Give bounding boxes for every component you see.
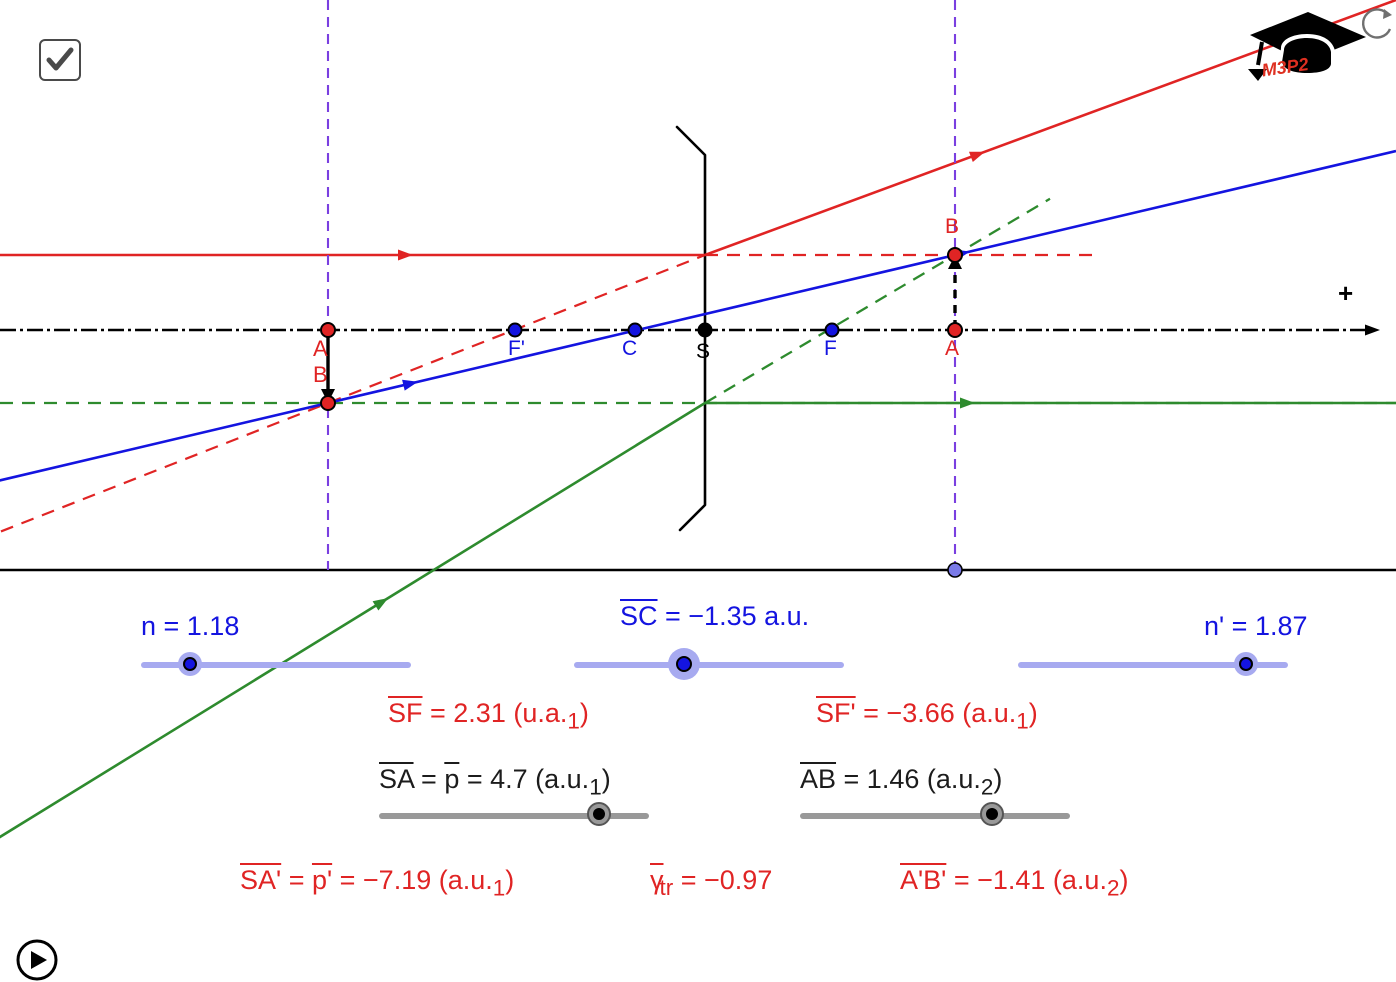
svg-text:+: + (1338, 278, 1353, 308)
svg-text:A: A (945, 337, 959, 360)
svg-text:M3P2: M3P2 (1260, 54, 1309, 80)
svg-text:F': F' (508, 337, 525, 360)
svg-text:B: B (313, 362, 328, 387)
svg-text:C: C (622, 337, 637, 360)
svg-text:B: B (945, 215, 959, 238)
svg-text:F: F (824, 337, 837, 360)
svg-text:S: S (696, 340, 710, 363)
svg-text:A: A (313, 336, 328, 361)
